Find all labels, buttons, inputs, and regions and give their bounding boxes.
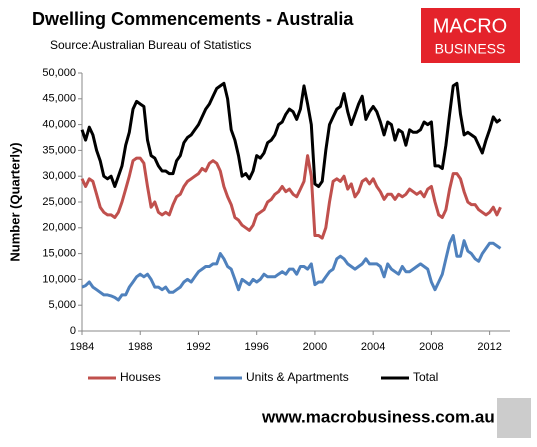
logo-box bbox=[421, 8, 520, 63]
y-tick-label: 45,000 bbox=[42, 93, 76, 105]
series-line bbox=[80, 154, 502, 240]
series-line bbox=[80, 81, 502, 188]
legend-label: Units & Apartments bbox=[246, 370, 349, 384]
y-tick-label: 50,000 bbox=[42, 67, 76, 79]
x-tick-label: 1988 bbox=[128, 341, 152, 353]
logo-text: BUSINESS bbox=[435, 41, 506, 57]
y-tick-label: 5,000 bbox=[48, 299, 76, 311]
y-tick-label: 25,000 bbox=[42, 196, 76, 208]
y-tick-label: 40,000 bbox=[42, 119, 76, 131]
x-tick-label: 1996 bbox=[244, 341, 268, 353]
chart-subtitle: Source:Australian Bureau of Statistics bbox=[50, 38, 251, 52]
y-tick-label: 15,000 bbox=[42, 248, 76, 260]
y-tick-label: 30,000 bbox=[42, 170, 76, 182]
legend-label: Total bbox=[413, 370, 438, 384]
x-tick-label: 2000 bbox=[303, 341, 327, 353]
x-tick-label: 1984 bbox=[70, 341, 94, 353]
x-tick-label: 2012 bbox=[477, 341, 501, 353]
y-tick-label: 10,000 bbox=[42, 273, 76, 285]
footer: www.macrobusiness.com.au bbox=[261, 407, 495, 426]
y-axis-label: Number (Quarterly) bbox=[7, 142, 22, 261]
x-tick-label: 1992 bbox=[186, 341, 210, 353]
chart-title: Dwelling Commencements - Australia bbox=[32, 9, 354, 29]
logo-text: MACRO bbox=[433, 15, 507, 37]
legend-label: Houses bbox=[120, 370, 161, 384]
y-tick-label: 0 bbox=[70, 325, 76, 337]
x-tick-label: 2004 bbox=[361, 341, 385, 353]
series-line bbox=[81, 234, 502, 302]
x-tick-label: 2008 bbox=[419, 341, 443, 353]
logo-image bbox=[497, 398, 531, 438]
y-tick-label: 20,000 bbox=[42, 222, 76, 234]
y-tick-label: 35,000 bbox=[42, 144, 76, 156]
